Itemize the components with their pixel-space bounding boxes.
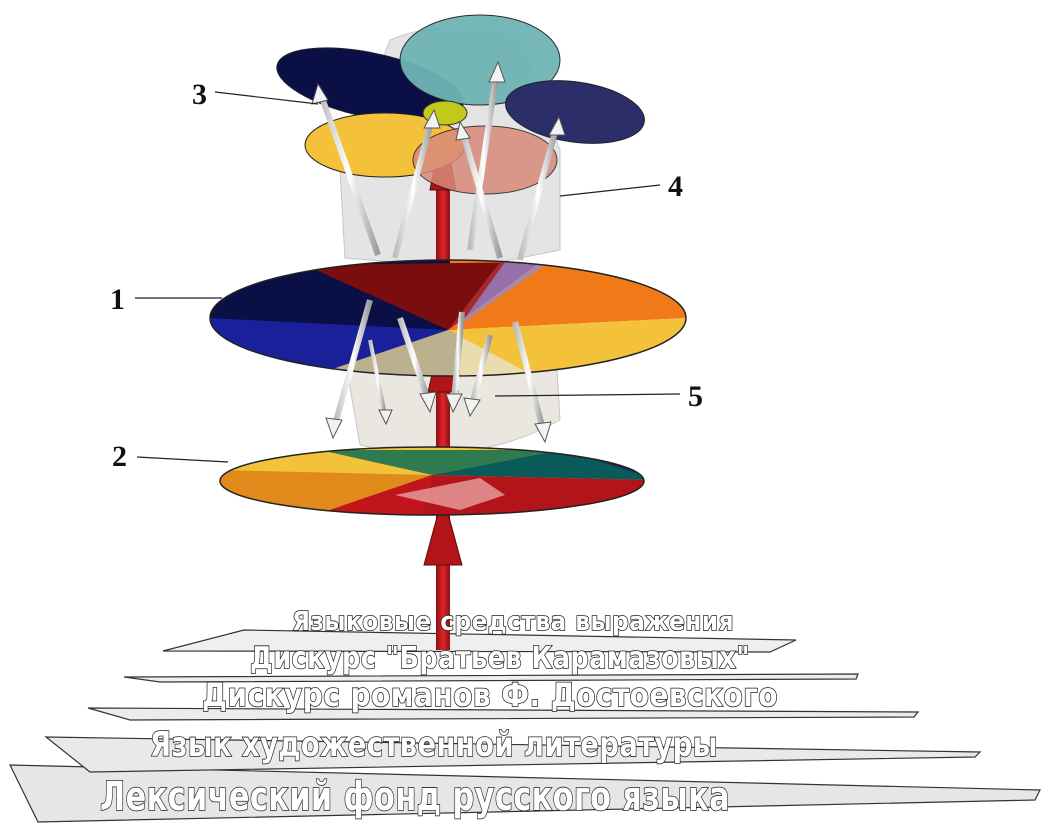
upward-arrows <box>311 60 566 261</box>
axis-arrowhead-low <box>423 493 463 566</box>
layer-labels: Языковые средства выражения Дискурс "Бра… <box>99 606 778 821</box>
top-disc-indigo <box>505 80 645 144</box>
plane-4 <box>44 736 982 773</box>
top-disc-cyan <box>399 14 561 106</box>
callout-5: 5 <box>688 380 703 413</box>
callout-3: 3 <box>192 78 207 111</box>
base-planes <box>9 629 1041 823</box>
layer-label-3: Дискурс романов Ф. Достоевского <box>202 676 778 714</box>
middle-disc <box>209 259 687 377</box>
layer-label-4: Язык художественной литературы <box>150 725 718 765</box>
top-cluster <box>276 14 645 195</box>
plane-1 <box>162 629 797 653</box>
callout-2: 2 <box>112 440 127 473</box>
plane-5 <box>9 764 1041 823</box>
plane-2 <box>123 673 859 683</box>
lower-disc <box>219 446 645 516</box>
layer-label-1: Языковые средства выражения <box>292 607 734 637</box>
layer-label-5: Лексический фонд русского языка <box>100 774 730 820</box>
callout-1: 1 <box>110 283 125 316</box>
callout-4: 4 <box>668 170 683 203</box>
leader-lines <box>135 91 681 463</box>
plane-3 <box>87 707 920 721</box>
callouts: 3 4 1 5 2 <box>110 78 703 473</box>
layer-label-2: Дискурс "Братьев Карамазовых" <box>250 641 750 676</box>
downward-arrows <box>325 299 552 444</box>
